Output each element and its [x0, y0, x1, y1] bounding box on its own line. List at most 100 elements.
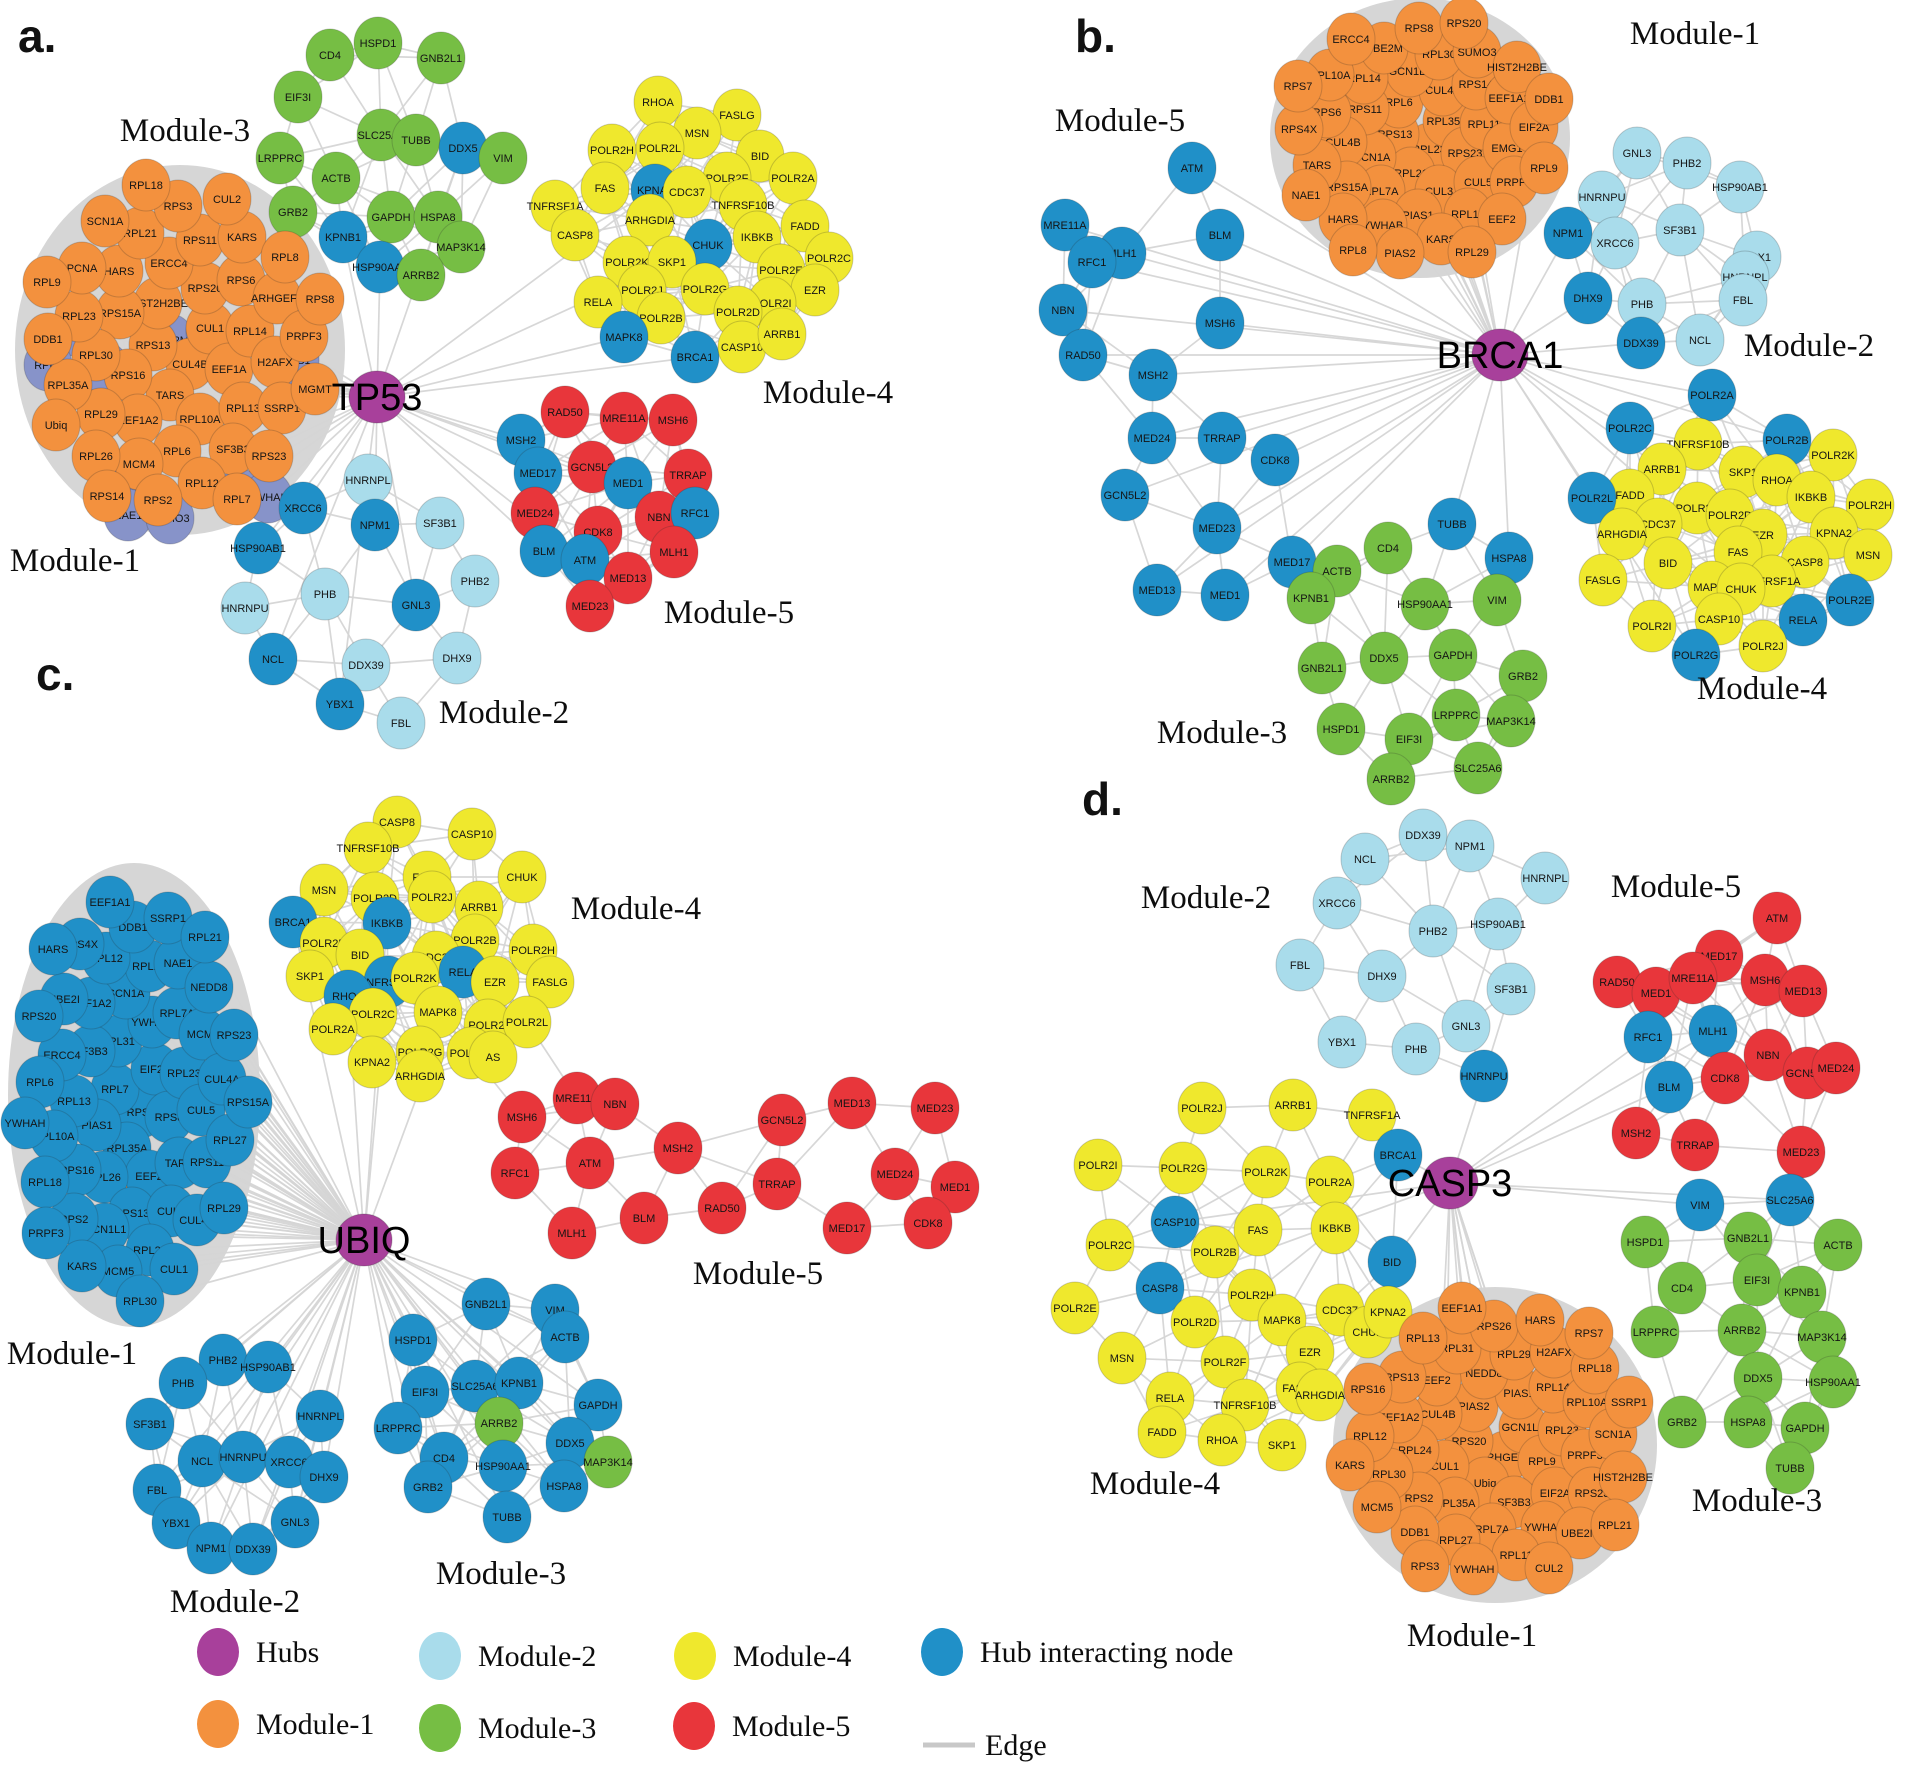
node-NPM1[interactable]: NPM1: [1543, 206, 1593, 260]
node-DHX9[interactable]: DHX9: [1357, 949, 1407, 1003]
node-PHB2[interactable]: PHB2: [198, 1333, 248, 1387]
node-RPS4X[interactable]: RPS4X: [1274, 102, 1324, 156]
node-MED24[interactable]: MED24: [870, 1147, 920, 1201]
node-RPL9[interactable]: RPL9: [22, 255, 72, 309]
node-POLR2H[interactable]: POLR2H: [1845, 478, 1895, 532]
node-MED23[interactable]: MED23: [565, 579, 615, 633]
node-CDK8[interactable]: CDK8: [1250, 433, 1300, 487]
node-CUL2[interactable]: CUL2: [202, 172, 252, 226]
node-ARRB2[interactable]: ARRB2: [1366, 752, 1416, 806]
node-POLR2C[interactable]: POLR2C: [1605, 401, 1655, 455]
node-MED24[interactable]: MED24: [1811, 1041, 1861, 1095]
node-MSH6[interactable]: MSH6: [497, 1090, 547, 1144]
node-POLR2E[interactable]: POLR2E: [1050, 1281, 1100, 1335]
hub-node-TP53[interactable]: TP53: [332, 370, 423, 424]
node-EIF3I[interactable]: EIF3I: [1732, 1253, 1782, 1307]
hub-node-UBIQ[interactable]: UBIQ: [318, 1213, 411, 1267]
node-GAPDH[interactable]: GAPDH: [366, 190, 416, 244]
node-MGMT[interactable]: MGMT: [290, 362, 340, 416]
node-EZR[interactable]: EZR: [470, 955, 520, 1009]
node-RPS3[interactable]: RPS3: [1400, 1539, 1450, 1593]
node-BRCA1[interactable]: BRCA1: [670, 330, 720, 384]
node-GNB2L1[interactable]: GNB2L1: [416, 31, 466, 85]
node-NPM1[interactable]: NPM1: [1445, 819, 1495, 873]
node-ARRB2[interactable]: ARRB2: [1717, 1303, 1767, 1357]
node-CDK8[interactable]: CDK8: [903, 1196, 953, 1250]
node-MED13[interactable]: MED13: [827, 1076, 877, 1130]
node-XRCC6[interactable]: XRCC6: [1590, 216, 1640, 270]
node-ERCC4[interactable]: ERCC4: [1326, 12, 1376, 66]
node-RPS20[interactable]: RPS20: [1439, 0, 1489, 50]
node-NBN[interactable]: NBN: [590, 1077, 640, 1131]
node-HSP90AB1[interactable]: HSP90AB1: [240, 1340, 296, 1394]
node-YWHAH[interactable]: YWHAH: [0, 1096, 50, 1150]
node-HNRNPU[interactable]: HNRNPU: [1459, 1049, 1509, 1103]
node-NCL[interactable]: NCL: [1675, 313, 1725, 367]
node-POLR2G[interactable]: POLR2G: [1671, 628, 1721, 682]
node-KPNA2[interactable]: KPNA2: [347, 1035, 397, 1089]
node-POLR2A[interactable]: POLR2A: [1687, 368, 1737, 422]
node-RPL13[interactable]: RPL13: [218, 381, 268, 435]
node-BLM[interactable]: BLM: [619, 1191, 669, 1245]
node-KPNB1[interactable]: KPNB1: [494, 1356, 544, 1410]
node-RFC1[interactable]: RFC1: [1067, 235, 1117, 289]
node-POLR2K[interactable]: POLR2K: [1808, 428, 1858, 482]
node-LRPPRC[interactable]: LRPPRC: [1630, 1305, 1680, 1359]
node-SF3B3[interactable]: SF3B3: [208, 422, 258, 476]
node-POLR2J[interactable]: POLR2J: [1177, 1081, 1227, 1135]
node-RPS8[interactable]: RPS8: [295, 272, 345, 326]
node-KPNB1[interactable]: KPNB1: [318, 210, 368, 264]
node-RAD50[interactable]: RAD50: [697, 1181, 747, 1235]
node-CD4[interactable]: CD4: [305, 28, 355, 82]
node-FASLG[interactable]: FASLG: [525, 955, 575, 1009]
node-BLM[interactable]: BLM: [1195, 208, 1245, 262]
node-MAP3K14[interactable]: MAP3K14: [436, 220, 486, 274]
node-RAD50[interactable]: RAD50: [1592, 955, 1642, 1009]
node-HARS[interactable]: HARS: [28, 922, 78, 976]
node-GNL3[interactable]: GNL3: [391, 578, 441, 632]
node-ARRB1[interactable]: ARRB1: [1268, 1078, 1318, 1132]
node-TUBB[interactable]: TUBB: [482, 1490, 532, 1544]
node-TUBB[interactable]: TUBB: [391, 113, 441, 167]
node-ARHGDIA[interactable]: ARHGDIA: [625, 193, 676, 247]
node-KARS[interactable]: KARS: [57, 1239, 107, 1293]
node-RFC1[interactable]: RFC1: [1623, 1010, 1673, 1064]
node-MSN[interactable]: MSN: [1097, 1331, 1147, 1385]
node-MSH6[interactable]: MSH6: [1195, 296, 1245, 350]
node-KPNB1[interactable]: KPNB1: [1777, 1265, 1827, 1319]
node-GRB2[interactable]: GRB2: [1657, 1395, 1707, 1449]
node-DHX9[interactable]: DHX9: [299, 1450, 349, 1504]
node-ACTB[interactable]: ACTB: [311, 151, 361, 205]
node-MSH6[interactable]: MSH6: [648, 393, 698, 447]
node-BRCA1[interactable]: BRCA1: [1373, 1128, 1423, 1182]
node-LRPPRC[interactable]: LRPPRC: [373, 1401, 423, 1455]
node-NBN[interactable]: NBN: [1743, 1028, 1793, 1082]
node-POLR2B[interactable]: POLR2B: [1762, 413, 1812, 467]
node-LRPPRC[interactable]: LRPPRC: [255, 131, 305, 185]
node-HNRNPL[interactable]: HNRNPL: [343, 453, 393, 507]
node-HNRNPU[interactable]: HNRNPU: [1577, 170, 1627, 224]
node-GRB2[interactable]: GRB2: [268, 185, 318, 239]
node-NAE1[interactable]: NAE1: [1281, 168, 1331, 222]
node-POLR2I[interactable]: POLR2I: [1073, 1138, 1123, 1192]
node-MED23[interactable]: MED23: [1776, 1125, 1826, 1179]
node-RPL21[interactable]: RPL21: [1590, 1498, 1640, 1552]
node-SLC25A6[interactable]: SLC25A6: [356, 108, 406, 162]
node-RAD50[interactable]: RAD50: [1058, 328, 1108, 382]
node-HNRNPU[interactable]: HNRNPU: [220, 581, 270, 635]
node-RPL29[interactable]: RPL29: [199, 1181, 249, 1235]
node-CASP8[interactable]: CASP8: [550, 208, 600, 262]
node-FASLG[interactable]: FASLG: [1578, 553, 1628, 607]
node-CHUK[interactable]: CHUK: [497, 850, 547, 904]
node-NCL[interactable]: NCL: [1340, 832, 1390, 886]
node-FASLG[interactable]: FASLG: [712, 88, 762, 142]
node-XRCC6[interactable]: XRCC6: [1312, 876, 1362, 930]
node-ACTB[interactable]: ACTB: [1813, 1218, 1863, 1272]
node-MAPK8[interactable]: MAPK8: [413, 985, 463, 1039]
node-RPS7[interactable]: RPS7: [1273, 59, 1323, 113]
node-RHOA[interactable]: RHOA: [1197, 1413, 1247, 1467]
node-SF3B1[interactable]: SF3B1: [125, 1397, 175, 1451]
node-DDX39[interactable]: DDX39: [1616, 316, 1666, 370]
node-GCN5L2[interactable]: GCN5L2: [757, 1093, 807, 1147]
node-HSP90AA1[interactable]: HSP90AA1: [475, 1439, 531, 1493]
